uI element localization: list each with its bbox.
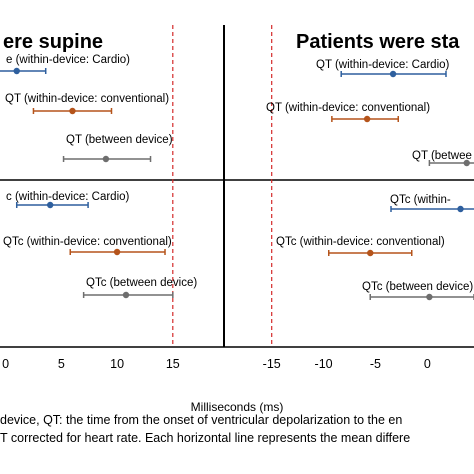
- right-mean-point: [367, 249, 374, 257]
- right-mean-point: [389, 70, 397, 78]
- left-label-qtc-cardio: c (within-device: Cardio): [6, 191, 130, 203]
- right-label-qtc-cardio: QTc (within-: [390, 194, 451, 206]
- left-label-qt-between: QT (between device): [66, 134, 173, 146]
- right-label-qt-between: QT (betwee: [412, 150, 472, 162]
- left-mean-point: [46, 201, 54, 209]
- left-x-tick-label: 0: [2, 357, 9, 371]
- right-mean-point: [463, 159, 470, 167]
- caption-line-1: device, QT: the time from the onset of v…: [0, 413, 403, 427]
- right-mean-point: [363, 115, 371, 123]
- left-mean-point: [122, 291, 130, 299]
- left-x-tick-label: 10: [110, 357, 124, 371]
- left-label-qtc-between: QTc (between device): [86, 277, 197, 289]
- right-label-qt-conventional: QT (within-device: conventional): [266, 102, 430, 114]
- left-mean-point: [102, 155, 110, 163]
- right-panel-title: Patients were sta: [296, 31, 460, 53]
- left-x-tick-label: 15: [166, 357, 180, 371]
- left-x-tick-label: 5: [58, 357, 65, 371]
- caption-line-2: T corrected for heart rate. Each horizon…: [0, 431, 411, 445]
- right-label-qtc-between: QTc (between device): [362, 281, 473, 293]
- left-mean-point: [113, 248, 121, 256]
- left-label-qt-conventional: QT (within-device: conventional): [5, 93, 169, 105]
- right-mean-point: [426, 293, 433, 301]
- right-x-tick-label: -15: [263, 357, 281, 371]
- x-axis-label: Milliseconds (ms): [191, 400, 284, 414]
- left-mean-point: [69, 107, 76, 115]
- right-x-tick-label: -5: [370, 357, 381, 371]
- left-mean-point: [13, 67, 20, 75]
- right-label-qtc-conventional: QTc (within-device: conventional): [276, 236, 445, 248]
- right-x-tick-label: -10: [315, 357, 333, 371]
- right-x-tick-label: 0: [424, 357, 431, 371]
- left-label-qtc-conventional: QTc (within-device: conventional): [3, 236, 172, 248]
- right-mean-point: [457, 205, 464, 213]
- left-panel-title: ere supine: [3, 31, 103, 53]
- right-label-qt-cardio: QT (within-device: Cardio): [316, 59, 450, 71]
- left-label-qt-cardio: e (within-device: Cardio): [6, 54, 130, 66]
